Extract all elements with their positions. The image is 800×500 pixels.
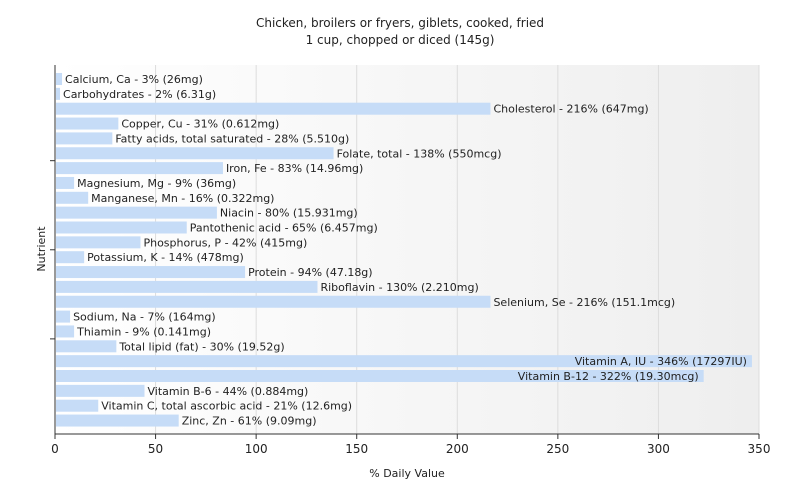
bar [56,355,752,368]
bar [56,191,89,204]
bar-label: Riboflavin - 130% (2.210mg) [320,281,478,294]
chart-title: Chicken, broilers or fryers, giblets, co… [256,16,544,30]
bar-label: Fatty acids, total saturated - 28% (5.51… [115,132,349,145]
bars: Calcium, Ca - 3% (26mg) Carbohydrates - 2… [56,73,752,428]
x-tick-label: 250 [546,442,569,456]
bar [56,87,61,100]
bar-label: Magnesium, Mg - 9% (36mg) [77,177,236,190]
bar [56,280,318,293]
bar-label: Phosphorus, P - 42% (415mg) [143,236,307,249]
bar-label: Carbohydrates - 2% (6.31g) [63,88,216,101]
x-tick-label: 50 [148,442,163,456]
bar-label: Iron, Fe - 83% (14.96mg) [226,162,363,175]
bar [56,147,334,160]
bar [56,370,704,382]
bar [56,384,145,397]
bar-label: Zinc, Zn - 61% (9.09mg) [182,415,317,428]
bar-label: Folate, total - 138% (550mcg) [337,147,502,160]
x-tick-label: 350 [748,442,771,456]
bar [56,117,119,130]
bar-label: Manganese, Mn - 16% (0.322mg) [91,192,274,205]
bar [56,206,217,219]
bar [56,340,117,353]
axes: 0 50 100 150 200 250 300 350 [50,65,770,456]
bar [56,295,491,308]
bar [56,325,75,338]
bar-label: Thiamin - 9% (0.141mg) [76,325,211,338]
bar-label: Vitamin A, IU - 346% (17297IU) [575,355,747,368]
x-tick-label: 300 [647,442,670,456]
bar [56,399,99,412]
x-axis-label: % Daily Value [369,467,445,480]
bar-label: Vitamin B-6 - 44% (0.884mg) [148,385,309,398]
bar [56,236,141,249]
bar-label: Niacin - 80% (15.931mg) [220,207,358,220]
bar-label: Vitamin C, total ascorbic acid - 21% (12… [101,400,352,413]
x-tick-label: 100 [245,442,268,456]
bar-label: Pantothenic acid - 65% (6.457mg) [190,222,378,235]
bar-label: Potassium, K - 14% (478mg) [87,251,244,264]
bar-label: Cholesterol - 216% (647mg) [493,103,648,116]
chart-subtitle: 1 cup, chopped or diced (145g) [306,33,495,47]
bar [56,102,491,115]
bar-label: Calcium, Ca - 3% (26mg) [65,73,203,86]
bar-label: Copper, Cu - 31% (0.612mg) [121,118,279,131]
bar [56,176,75,189]
bar-label: Total lipid (fat) - 30% (19.52g) [118,340,284,353]
bar-label: Sodium, Na - 7% (164mg) [73,311,216,324]
bar [56,73,63,85]
x-tick-label: 150 [345,442,368,456]
bar-label: Vitamin B-12 - 322% (19.30mcg) [518,370,699,383]
x-tick-label: 0 [51,442,59,456]
bar-label: Selenium, Se - 216% (151.1mcg) [493,296,675,309]
bar [56,251,85,264]
bar-label: Protein - 94% (47.18g) [248,266,373,279]
bar [56,310,71,323]
bar [56,221,187,234]
bar [56,132,113,145]
bar [56,414,179,427]
x-tick-label: 200 [446,442,469,456]
bar [56,162,223,175]
y-axis-label: Nutrient [35,226,48,272]
bar [56,266,246,279]
